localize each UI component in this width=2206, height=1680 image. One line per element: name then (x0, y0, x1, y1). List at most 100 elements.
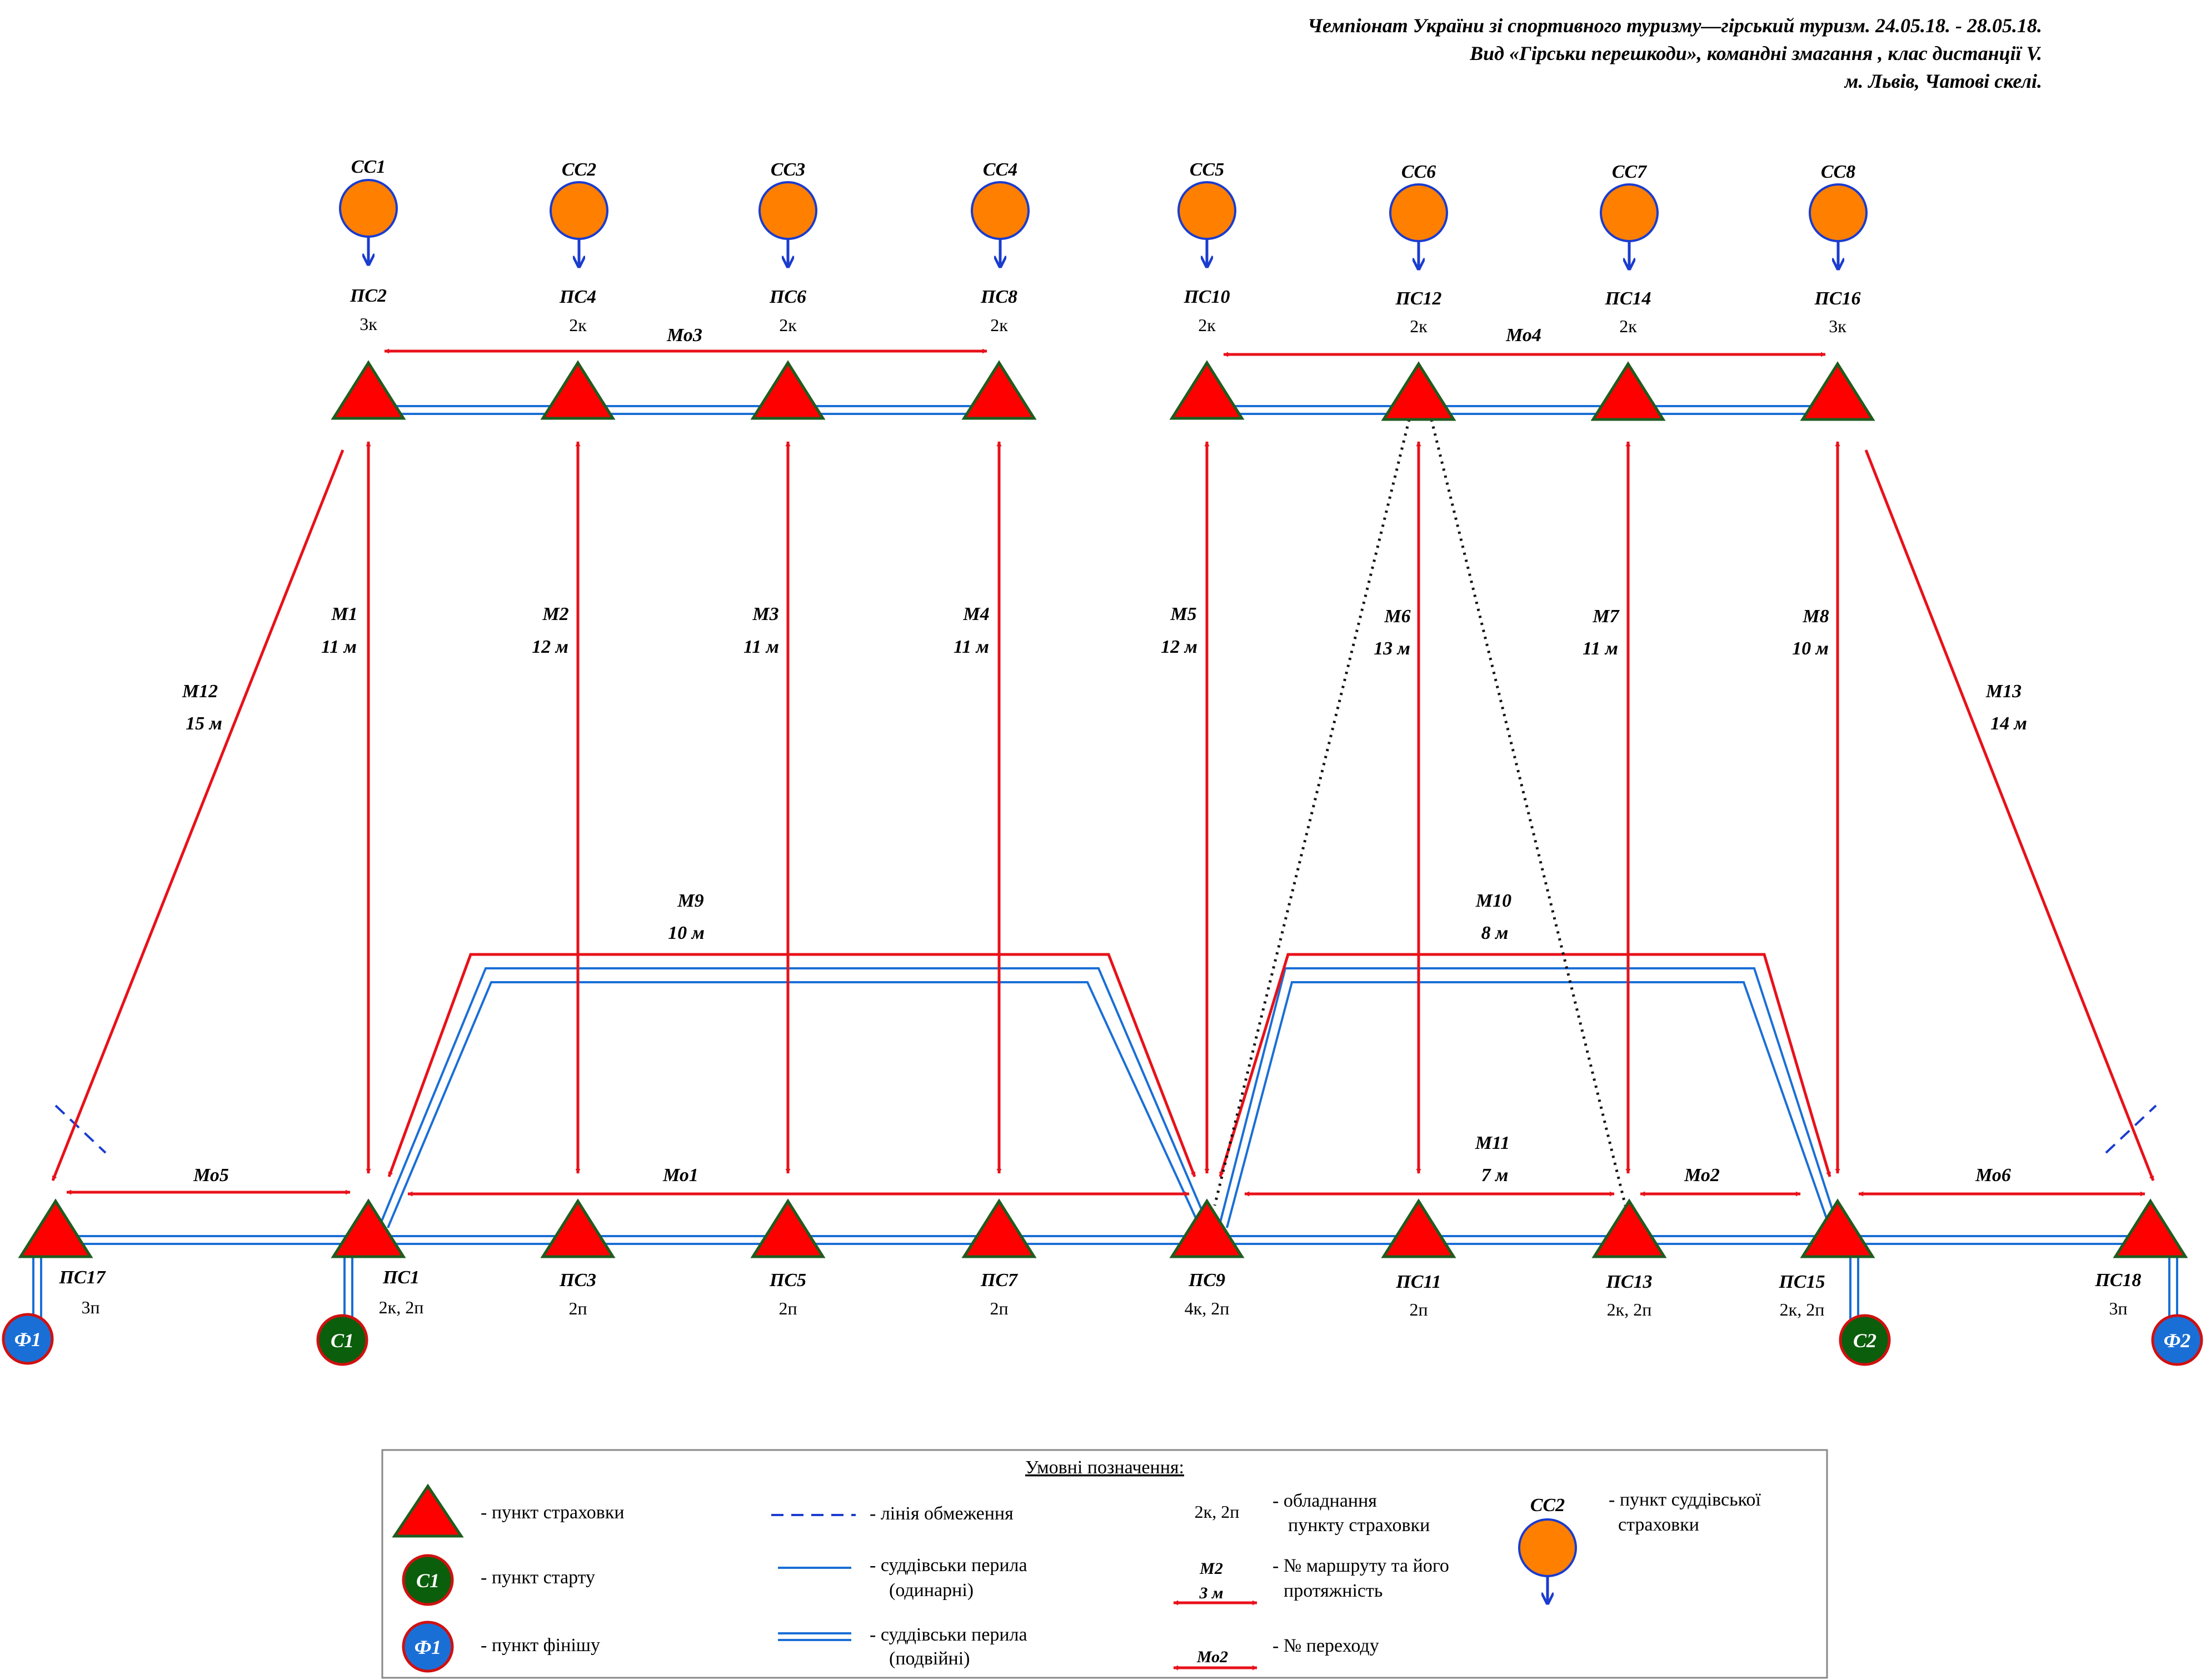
judge-label: СС7 (1612, 162, 1648, 182)
judge-label: СС4 (983, 159, 1017, 180)
belay-point-ps10: ПС10 2к (1169, 287, 1245, 420)
route-m2-name: М2 (542, 604, 568, 624)
belay-point-ps12: ПС12 2к (1381, 288, 1456, 421)
legend-belay-triangle-icon (392, 1483, 464, 1538)
judge-point-cc5: СС5 (1177, 159, 1236, 266)
belay-triangle-icon (1591, 1198, 1667, 1258)
belay-label: ПС16 (1814, 288, 1860, 309)
route-m5-name: М5 (1170, 604, 1196, 624)
legend-judge-text: - пункт суддівської (1609, 1489, 1761, 1510)
route-m5-length: 12 м (1161, 637, 1197, 657)
belay-label: ПС12 (1395, 288, 1441, 309)
belay-label: ПС4 (559, 287, 596, 307)
route-m4-length: 11 м (954, 637, 989, 657)
judge-label: СС1 (351, 157, 386, 177)
legend-route-sample-length: 3 м (1199, 1584, 1223, 1602)
belay-equipment: 2к (779, 315, 797, 335)
route-m7-name: М7 (1592, 606, 1620, 627)
belay-point-ps18: ПС18 3п (2094, 1198, 2188, 1318)
route-m11-name: М11 (1475, 1133, 1510, 1153)
route-m9-name: М9 (677, 891, 703, 911)
finish-circle-icon (2, 1313, 54, 1365)
belay-triangle-icon (331, 360, 406, 420)
judge-point-cc6: СС6 (1389, 162, 1448, 268)
judge-circle-icon (971, 181, 1030, 240)
belay-triangle-icon (1800, 1198, 1875, 1258)
judge-label: СС6 (1401, 162, 1436, 182)
belay-triangle-icon (1590, 361, 1666, 421)
belay-triangle-icon (961, 360, 1037, 420)
start-circle-icon (316, 1314, 368, 1366)
belay-triangle-icon (2113, 1198, 2188, 1258)
route-m12-length: 15 м (186, 713, 222, 734)
traverse-mo2: Мо2 (1684, 1165, 1720, 1186)
belay-label: ПС17 (58, 1267, 106, 1288)
legend-finish-sample: Ф1 (415, 1636, 442, 1658)
legend-traverse-sample: Мо2 (1196, 1648, 1228, 1666)
belay-point-ps9: ПС9 4к, 2п (1169, 1198, 1245, 1318)
judge-point-cc7: СС7 (1600, 162, 1659, 268)
route-m2-length: 12 м (532, 637, 568, 657)
route-m9-length: 10 м (668, 923, 705, 943)
route-m10-name: М10 (1475, 891, 1511, 911)
belay-point-ps16: ПС16 3к (1800, 288, 1875, 421)
header: Чемпіонат України зі спортивного туризму… (1307, 14, 2042, 92)
legend-restriction-text: - лінія обмеження (870, 1503, 1014, 1524)
judge-circle-icon (550, 181, 608, 240)
start-label: С1 (331, 1329, 354, 1352)
belay-triangle-icon (18, 1198, 93, 1258)
route-m6-name: М6 (1384, 606, 1410, 627)
belay-equipment: 2п (568, 1298, 587, 1318)
belay-equipment: 3к (1829, 316, 1846, 336)
judge-point-cc3: СС3 (758, 159, 817, 266)
belay-triangle-icon (750, 360, 826, 420)
belay-point-ps11: ПС11 2п (1381, 1198, 1456, 1319)
legend-single-rail-text: - суддівськи перила (870, 1555, 1027, 1576)
belay-label: ПС5 (769, 1270, 806, 1291)
judge-label: СС3 (771, 159, 805, 180)
belay-label: ПС15 (1778, 1272, 1825, 1292)
legend-start-text: - пункт старту (481, 1567, 595, 1588)
belay-triangle-icon (1800, 361, 1875, 421)
legend-start-sample: С1 (416, 1569, 440, 1592)
legend: Умовні позначення: - пункт страховки С1 … (381, 1449, 1828, 1679)
bottom-belay-points: ПС17 3п ПС1 2к, 2п ПС3 2п ПС5 2п ПС7 2п … (18, 1198, 2188, 1319)
traverse-mo1: Мо1 (662, 1165, 698, 1186)
legend-route-sub: протяжність (1284, 1581, 1383, 1601)
belay-point-ps14: ПС14 2к (1590, 288, 1666, 421)
belay-equipment: 4к, 2п (1185, 1298, 1230, 1318)
legend-title: Умовні позначення: (1025, 1457, 1184, 1478)
belay-point-ps13: ПС13 2к, 2п (1591, 1198, 1667, 1319)
arch-rails (380, 953, 1838, 1228)
finish-label: Ф2 (2164, 1329, 2191, 1352)
finish-point-f1: Ф1 (2, 1313, 54, 1365)
belay-equipment: 2п (778, 1298, 797, 1318)
legend-traverse-text: - № переходу (1272, 1636, 1379, 1656)
belay-triangle-icon (1381, 361, 1456, 421)
judge-point-cc4: СС4 (971, 159, 1030, 266)
belay-triangle-icon (540, 360, 616, 420)
belay-equipment: 2к, 2п (1780, 1299, 1825, 1319)
belay-point-ps3: ПС3 2п (540, 1198, 616, 1318)
belay-point-ps6: ПС6 2к (750, 287, 826, 420)
route-m1-name: М1 (331, 604, 357, 624)
legend-double-rail-text: - суддівськи перила (870, 1624, 1027, 1645)
judge-label: СС8 (1821, 162, 1855, 182)
legend-box (381, 1449, 1828, 1679)
belay-equipment: 2к (990, 315, 1008, 335)
legend-double-rail-sub: (подвійні) (889, 1648, 970, 1669)
belay-point-ps2: ПС2 3к (331, 286, 406, 420)
belay-label: ПС1 (382, 1267, 420, 1288)
belay-triangle-icon (1169, 360, 1245, 420)
legend-route-sample-name: М2 (1199, 1559, 1223, 1578)
belay-label: ПС3 (559, 1270, 596, 1291)
judge-circle-icon (758, 181, 817, 240)
start-point-c2: С2 (1839, 1314, 1891, 1366)
route-arrows (51, 348, 2155, 1197)
legend-start-circle-icon (402, 1554, 454, 1606)
route-m3-length: 11 м (743, 637, 779, 657)
legend-finish-circle-icon (402, 1621, 454, 1673)
traverse-mo5: Мо5 (193, 1165, 229, 1186)
finish-circle-icon (2151, 1314, 2203, 1366)
traverse-mo4: Мо4 (1505, 325, 1541, 346)
